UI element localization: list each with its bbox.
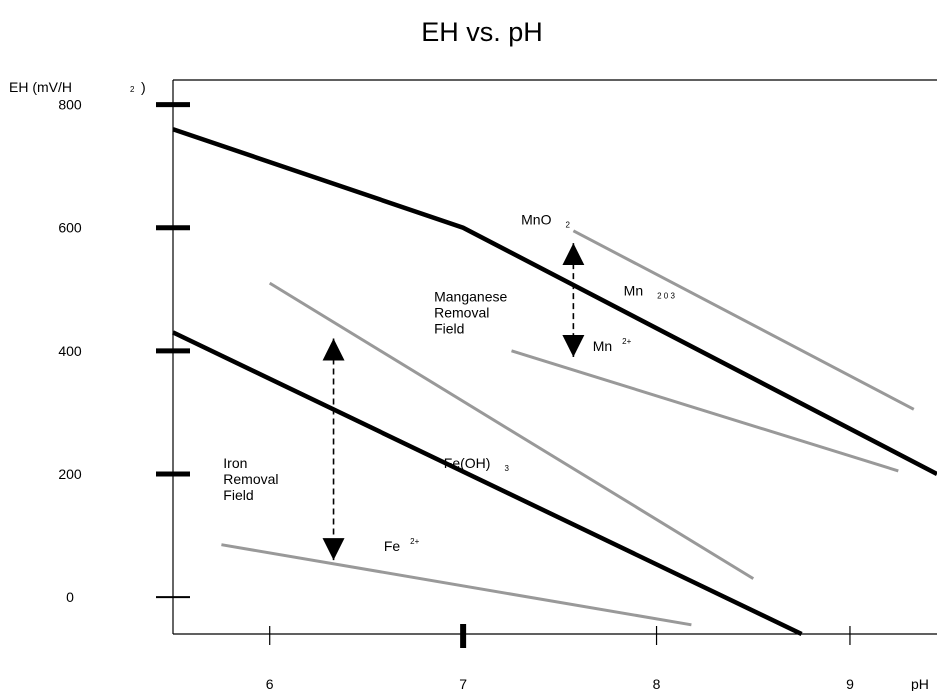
region-label: Iron Removal Field bbox=[223, 455, 278, 503]
species-label: Fe(OH) 3 bbox=[444, 455, 510, 473]
y-axis-label-subscript: 2 bbox=[130, 85, 135, 94]
y-tick-label: 200 bbox=[58, 466, 82, 482]
y-tick-label: 0 bbox=[66, 589, 74, 605]
x-tick-label: 9 bbox=[846, 676, 854, 691]
y-axis-ticks: 800 600 400 200 0 bbox=[58, 97, 190, 605]
boundary-line bbox=[172, 127, 937, 476]
y-tick-label: 600 bbox=[58, 220, 82, 236]
species-label: Mn 2 0 3 bbox=[624, 282, 676, 300]
y-tick-label: 400 bbox=[58, 343, 82, 359]
stability-line bbox=[572, 229, 915, 411]
y-axis-label-close: ) bbox=[141, 79, 146, 95]
x-tick-label: 6 bbox=[266, 676, 274, 691]
x-tick-label: 8 bbox=[653, 676, 661, 691]
y-axis-label: EH (mV/H 2 ) bbox=[9, 79, 146, 95]
species-label: Fe 2+ bbox=[384, 537, 420, 554]
x-tick-label: 7 bbox=[459, 676, 467, 691]
stability-line bbox=[268, 281, 755, 580]
stability-line bbox=[221, 543, 692, 627]
region-label: Manganese Removal Field bbox=[434, 289, 507, 337]
x-axis-ticks: 6 7 8 9 bbox=[266, 624, 854, 691]
annotations: MnO 2 Mn 2 0 3 Mn 2+ Fe(OH) 3 Fe 2+ Manganese Remov… bbox=[223, 212, 675, 554]
y-axis-label-text: EH (mV/H bbox=[9, 79, 72, 95]
boundary-line bbox=[172, 330, 803, 637]
species-label: MnO 2 bbox=[521, 212, 570, 230]
chart-title: EH vs. pH bbox=[421, 17, 543, 47]
arrows bbox=[322, 243, 585, 561]
series-lines bbox=[172, 127, 937, 637]
x-axis-label: pH bbox=[911, 676, 929, 691]
species-label: Mn 2+ bbox=[593, 337, 632, 354]
stability-line bbox=[511, 349, 899, 473]
y-tick-label: 800 bbox=[58, 97, 82, 113]
